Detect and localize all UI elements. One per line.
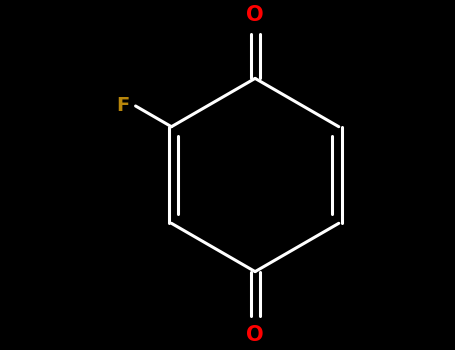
- Text: O: O: [246, 5, 264, 25]
- Text: O: O: [246, 325, 264, 345]
- Text: F: F: [116, 97, 129, 116]
